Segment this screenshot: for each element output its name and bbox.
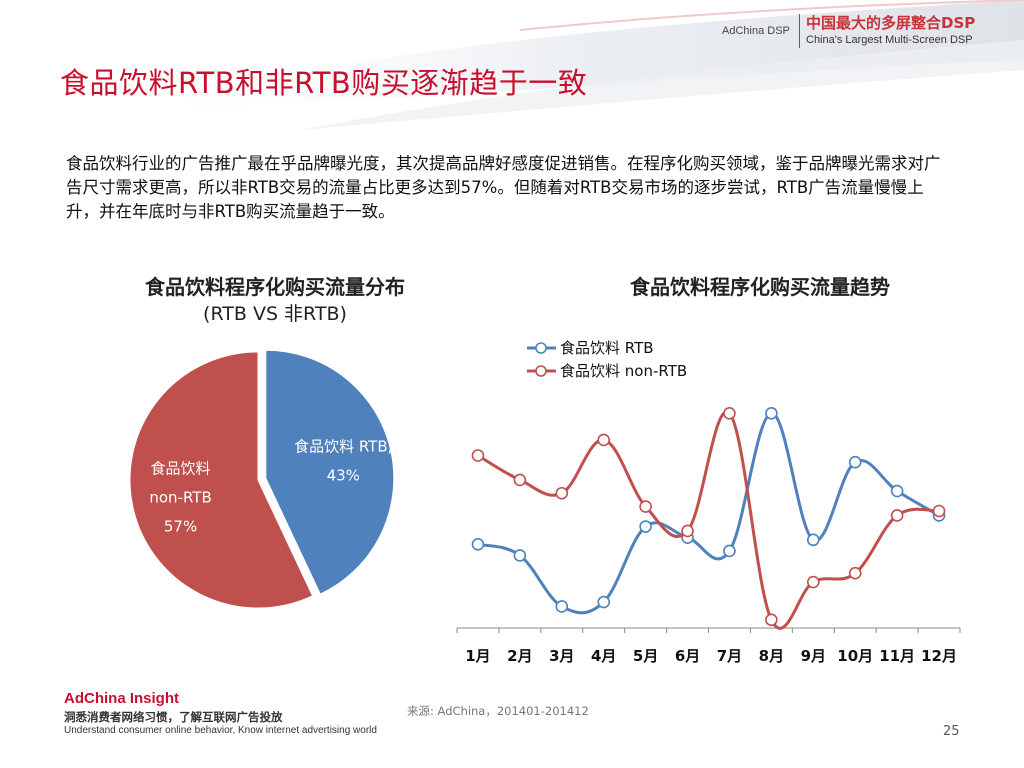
brand-tagline-cn: 中国最大的多屏整合DSP xyxy=(806,14,976,32)
footer-slogan-cn: 洞悉消费者网络习惯，了解互联网广告投放 xyxy=(64,710,283,724)
x-tick-label: 6月 xyxy=(675,647,700,665)
data-point-rtb xyxy=(597,595,611,609)
brand-divider xyxy=(799,14,800,48)
header-swoosh-background xyxy=(120,0,1024,130)
line-chart-title: 食品饮料程序化购买流量趋势 xyxy=(630,275,890,299)
series-line-rtb xyxy=(477,411,940,615)
footer-insight-logo: AdChina Insight xyxy=(64,690,179,707)
pie-chart: 食品饮料 RTB, 43% 食品饮料 non-RTB 57% xyxy=(129,349,395,609)
series-line-non-rtb xyxy=(477,410,940,630)
brand-tagline-en: China's Largest Multi-Screen DSP xyxy=(806,34,973,46)
data-point-rtb xyxy=(723,544,736,558)
data-point-non-rtb xyxy=(513,473,527,487)
pie-slice-label: 食品饮料 xyxy=(151,459,211,477)
data-point-non-rtb xyxy=(932,504,946,518)
legend-marker-non-rtb xyxy=(535,365,547,377)
x-tick-label: 8月 xyxy=(759,647,784,665)
data-point-non-rtb xyxy=(681,524,694,538)
pie-chart-subtitle: (RTB VS 非RTB) xyxy=(203,303,347,325)
x-tick-label: 4月 xyxy=(591,647,616,665)
data-point-rtb xyxy=(555,600,569,613)
data-point-rtb xyxy=(890,484,904,498)
data-point-rtb xyxy=(471,537,485,551)
brand-name: AdChina DSP xyxy=(722,25,790,37)
x-tick-label: 9月 xyxy=(801,647,826,665)
page-number: 25 xyxy=(943,724,960,739)
pie-slice-rtb xyxy=(265,349,395,595)
pie-chart-title: 食品饮料程序化购买流量分布 xyxy=(145,275,405,299)
footer-slogan-en: Understand consumer online behavior, Kno… xyxy=(64,725,377,736)
pie-slice-label: 食品饮料 RTB, xyxy=(294,437,392,455)
charts-canvas: 食品饮料 RTB, 43% 食品饮料 non-RTB 57% 1月 2月 3月 4月 5月 6月 7… xyxy=(129,339,961,665)
legend-marker-rtb xyxy=(535,342,547,354)
data-point-non-rtb xyxy=(471,449,485,462)
x-tick-label: 3月 xyxy=(549,647,574,665)
x-tick-label: 10月 xyxy=(837,647,873,665)
x-tick-label: 12月 xyxy=(921,647,957,665)
pie-slice-label: 57% xyxy=(164,517,197,535)
legend-label-rtb: 食品饮料 RTB xyxy=(560,339,654,357)
data-source-note: 来源: AdChina，201401-201412 xyxy=(407,704,589,718)
data-point-non-rtb xyxy=(806,575,820,589)
x-tick-label: 1月 xyxy=(465,647,490,665)
x-tick-label: 2月 xyxy=(507,647,532,665)
data-point-rtb xyxy=(639,520,652,533)
intro-paragraph: 食品饮料行业的广告推广最在乎品牌曝光度，其次提高品牌好感度促进销售。在程序化购买… xyxy=(66,154,941,221)
page-title: 食品饮料RTB和非RTB购买逐渐趋于一致 xyxy=(60,66,588,100)
data-point-non-rtb xyxy=(848,566,862,580)
data-point-rtb xyxy=(513,549,527,562)
x-tick-label: 5月 xyxy=(633,647,658,665)
pie-slice-non-rtb xyxy=(129,351,314,609)
data-point-non-rtb xyxy=(723,407,736,420)
x-tick-label: 11月 xyxy=(879,647,915,665)
line-chart: 1月 2月 3月 4月 5月 6月 7月 8月 9月 10月 11月 12月 食品饮料 RTB 食品饮料 … xyxy=(456,339,961,665)
data-point-non-rtb xyxy=(639,500,652,513)
x-tick-label: 7月 xyxy=(717,647,742,665)
pie-slice-label: 43% xyxy=(327,466,360,484)
data-point-non-rtb xyxy=(555,486,569,500)
data-point-non-rtb xyxy=(765,613,778,627)
pie-slice-label: non-RTB xyxy=(149,488,211,506)
data-point-rtb xyxy=(848,455,862,469)
data-point-rtb xyxy=(806,533,820,547)
data-point-non-rtb xyxy=(597,433,611,447)
data-point-rtb xyxy=(765,407,778,420)
data-point-non-rtb xyxy=(890,509,904,522)
legend-label-non-rtb: 食品饮料 non-RTB xyxy=(560,362,687,380)
